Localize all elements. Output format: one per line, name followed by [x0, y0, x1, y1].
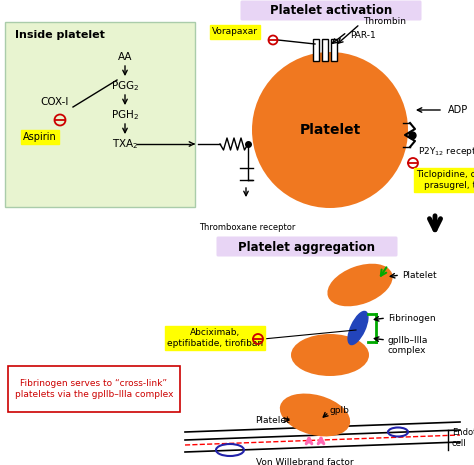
Text: TXA$_2$: TXA$_2$ [112, 137, 138, 151]
Bar [313, 39, 319, 61]
Text: Thrombin: Thrombin [363, 18, 406, 27]
Text: Platelet activation: Platelet activation [270, 4, 392, 17]
Text: Inside platelet: Inside platelet [15, 30, 105, 40]
Text: Platelet: Platelet [402, 271, 437, 279]
FancyBboxPatch shape [240, 0, 421, 20]
FancyBboxPatch shape [8, 366, 180, 412]
Circle shape [252, 52, 408, 208]
Ellipse shape [348, 312, 368, 345]
Ellipse shape [280, 393, 350, 437]
Text: Platelet: Platelet [255, 416, 290, 425]
Text: Abciximab,
eptifibatide, tirofiban: Abciximab, eptifibatide, tirofiban [167, 328, 263, 348]
Text: ADP: ADP [448, 105, 468, 115]
Text: PAR-1: PAR-1 [350, 32, 376, 40]
Text: Von Willebrand factor: Von Willebrand factor [256, 458, 354, 465]
Bar [331, 39, 337, 61]
Text: Thromboxane receptor: Thromboxane receptor [199, 223, 295, 232]
Ellipse shape [291, 334, 369, 376]
Text: gpIIb–IIIa
complex: gpIIb–IIIa complex [388, 336, 428, 355]
Bar [322, 39, 328, 61]
Text: COX-I: COX-I [41, 97, 69, 107]
Text: AA: AA [118, 52, 132, 62]
Text: gpIb: gpIb [330, 405, 350, 414]
Text: Aspirin: Aspirin [23, 132, 57, 142]
Text: PGH$_2$: PGH$_2$ [111, 108, 139, 122]
Text: Ticlopidine, clopidogrel,
prasugrel, ticagrelor: Ticlopidine, clopidogrel, prasugrel, tic… [416, 170, 474, 190]
Text: P2Y$_{12}$ receptor: P2Y$_{12}$ receptor [418, 145, 474, 158]
Ellipse shape [328, 264, 392, 306]
Text: Platelet: Platelet [300, 123, 361, 137]
Text: Platelet aggregation: Platelet aggregation [238, 240, 375, 253]
Text: Fibrinogen serves to “cross-link”
platelets via the gpIIb–IIIa complex: Fibrinogen serves to “cross-link” platel… [15, 379, 173, 399]
Bar [5, 22, 195, 207]
Text: Endothelial
cell: Endothelial cell [452, 428, 474, 448]
Text: Fibrinogen: Fibrinogen [388, 313, 436, 323]
Text: PGG$_2$: PGG$_2$ [111, 79, 139, 93]
Text: Vorapaxar: Vorapaxar [212, 27, 258, 36]
FancyBboxPatch shape [217, 237, 398, 257]
